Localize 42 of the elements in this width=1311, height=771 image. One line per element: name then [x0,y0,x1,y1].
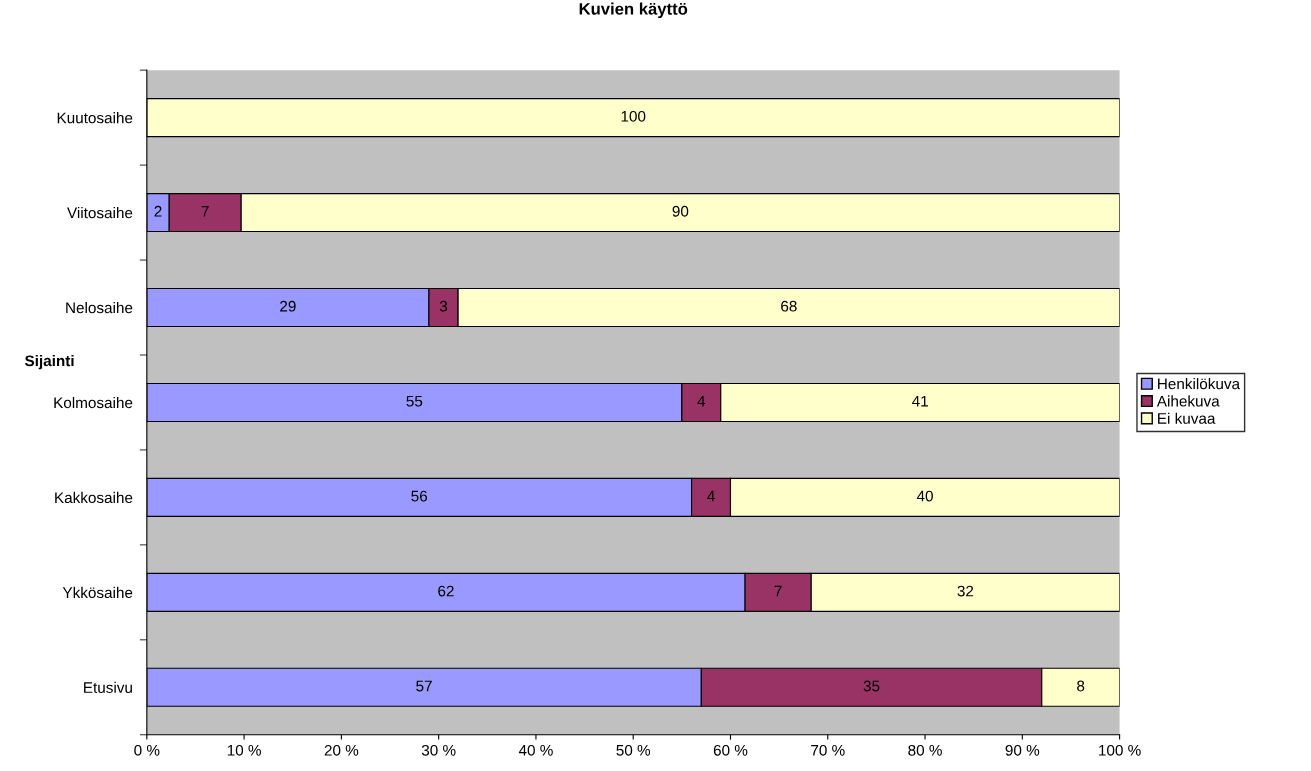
x-tick-label: 40 % [518,744,553,756]
data-label: 3 [439,300,448,312]
data-label: 90 [672,205,689,217]
data-label: 2 [154,205,162,217]
x-tick-label: 90 % [1005,744,1040,756]
x-tick-label: 30 % [421,744,456,756]
x-tick-label: 100 % [1099,744,1141,756]
x-tick-label: 70 % [811,744,845,756]
legend-label: Henkilökuva [1158,378,1241,390]
legend-label: Ei kuvaa [1158,412,1216,424]
y-tick-label: Kolmosaihe [54,396,133,409]
y-tick-label: Viitosaihe [67,207,133,219]
data-label: 4 [697,395,706,407]
data-label: 7 [201,206,209,217]
chart-title: Kuvien käyttö [579,2,688,19]
data-label: 8 [1077,680,1085,692]
data-label: 7 [774,585,782,597]
data-label: 4 [707,490,715,502]
data-label: 57 [416,680,432,692]
x-tick-label: 10 % [227,744,261,756]
y-tick-label: Ykkösaihe [62,586,133,599]
data-label: 40 [916,490,933,502]
x-tick-label: 50 % [616,744,651,756]
x-tick-label: 20 % [324,744,359,756]
data-label: 100 [621,110,646,122]
data-label: 35 [863,680,880,692]
data-label: 56 [411,490,428,502]
data-label: 55 [406,395,423,407]
x-tick-label: 0 % [134,744,160,756]
y-tick-label: Nelosaihe [66,301,133,314]
y-axis-title: Sijainti [24,354,74,370]
data-label: 41 [912,395,928,407]
x-tick-label: 80 % [908,744,942,756]
data-label: 32 [957,585,974,597]
y-tick-label: Etusivu [84,681,132,693]
y-tick-label: Kuutosaihe [57,112,133,124]
data-label: 68 [781,300,797,312]
data-label: 29 [280,300,296,312]
x-tick-label: 60 % [713,744,748,756]
data-label: 62 [438,585,454,597]
legend-label: Aihekuva [1156,395,1220,407]
y-tick-label: Kakkosaihe [55,491,133,504]
